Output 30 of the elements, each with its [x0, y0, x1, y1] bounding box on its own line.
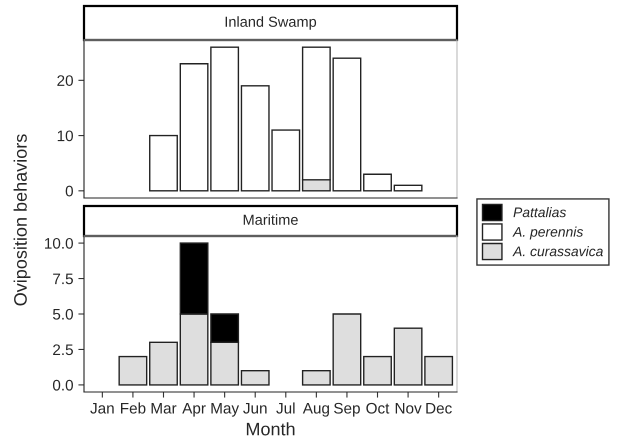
x-tick-label: Sep [334, 402, 360, 417]
legend-label: A. perennis [512, 226, 584, 240]
x-tick-label: Apr [182, 402, 206, 417]
y-tick-label: 10.0 [45, 238, 73, 249]
x-tick-label: Dec [426, 402, 452, 414]
chart-title: Maritime [244, 214, 298, 225]
legend-label: A. curassavica [512, 246, 603, 256]
y-axis-title: Oviposition behaviors [14, 134, 30, 306]
bar [240, 370, 270, 386]
bar [240, 85, 270, 192]
y-tick-label: 7.5 [53, 274, 73, 284]
x-tick-label: Mar [152, 402, 176, 414]
y-tick-label: 2.5 [53, 344, 73, 356]
y-tick-label: 0 [66, 186, 73, 197]
legend-label: Pattalias [513, 207, 566, 218]
y-tick-label: 5.0 [52, 308, 73, 320]
x-tick-label: Feb [121, 402, 146, 414]
x-tick-label: Jul [276, 402, 295, 414]
x-tick-label: Oct [366, 402, 390, 414]
x-tick-label: Jan [90, 402, 114, 414]
y-tick-label: 10 [58, 130, 73, 142]
y-tick-label: 0.0 [52, 380, 73, 391]
y-tick-label: 20 [57, 75, 73, 86]
x-tick-label: Nov [396, 402, 422, 414]
chart-title: Inland Swamp [226, 16, 316, 30]
x-tick-label: Aug [302, 402, 329, 417]
bar [271, 129, 300, 192]
x-tick-label: May [211, 402, 240, 417]
x-tick-label: Jun [243, 402, 267, 414]
x-axis-title: Month [246, 422, 294, 436]
